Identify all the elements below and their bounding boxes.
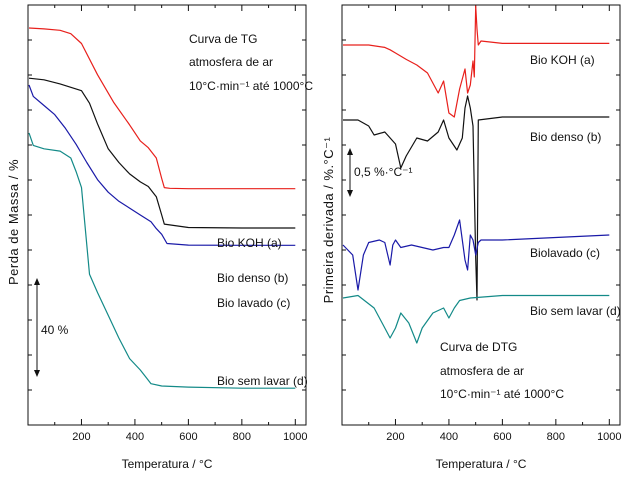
tg-x-tick-label-800: 800 — [233, 431, 251, 443]
tg-x-tick-label-600: 600 — [179, 431, 197, 443]
dtg-x-tick-label-400: 400 — [440, 431, 458, 443]
dtg-series-line-2 — [343, 95, 610, 301]
tg-series-line-4 — [28, 132, 296, 389]
tg-annotation-line-3: 10°C·min⁻¹ até 1000°C — [189, 79, 313, 93]
tg-label-bio-denso: Bio denso (b) — [217, 271, 288, 285]
dtg-series-line-4 — [342, 294, 610, 344]
dtg-label-biolavado: Biolavado (c) — [530, 246, 600, 260]
dtg-plot-frame — [341, 4, 621, 426]
tg-label-bio-lavado: Bio lavado (c) — [217, 296, 290, 310]
dtg-series — [342, 5, 610, 344]
dtg-x-tick-label-200: 200 — [386, 431, 404, 443]
tg-y-axis-label: Perda de Massa / % — [6, 159, 21, 285]
tg-scale-bar-label: 40 % — [41, 323, 69, 337]
tg-panel: 200 400 600 800 1000 40 % Curva de TG atmosf… — [6, 4, 313, 471]
dtg-scale-bar-label: 0,5 %·°C⁻¹ — [354, 165, 412, 179]
dtg-series-line-3 — [342, 219, 610, 291]
tg-label-bio-sem-lavar: Bio sem lavar (d) — [217, 374, 308, 388]
dtg-label-bio-koh: Bio KOH (a) — [530, 53, 595, 67]
tg-series-line-2 — [28, 77, 296, 229]
dtg-y-axis-label: Primeira derivada / %.°C⁻¹ — [321, 137, 336, 304]
tg-series-line-3 — [28, 84, 296, 246]
tg-x-tick-label-1000: 1000 — [283, 431, 307, 443]
tg-x-tick-label-400: 400 — [126, 431, 144, 443]
tg-series-line-1 — [28, 27, 296, 190]
tg-scale-bar — [34, 278, 40, 377]
tg-x-tick-label-200: 200 — [72, 431, 90, 443]
tg-annotation-line-1: Curva de TG — [189, 32, 257, 46]
dtg-annotation-line-1: Curva de DTG — [440, 340, 517, 354]
tg-annotation-line-2: atmosfera de ar — [189, 55, 273, 69]
dtg-x-tick-label-600: 600 — [493, 431, 511, 443]
dtg-annotation-line-2: atmosfera de ar — [440, 364, 524, 378]
dtg-scale-bar — [347, 148, 353, 197]
tg-series — [28, 27, 296, 389]
dtg-label-bio-sem-lavar: Bio sem lavar (d) — [530, 304, 621, 318]
dtg-series-line-1 — [343, 5, 610, 118]
dtg-panel: 200 400 600 800 1000 0,5 %·°C⁻¹ Curva de DTG… — [321, 4, 622, 471]
tg-label-bio-koh: Bio KOH (a) — [217, 236, 282, 250]
dtg-label-bio-denso: Bio denso (b) — [530, 130, 601, 144]
dtg-annotation-line-3: 10°C·min⁻¹ até 1000°C — [440, 387, 564, 401]
dtg-ticks: 200 400 600 800 1000 — [342, 5, 622, 443]
dtg-x-tick-label-1000: 1000 — [597, 431, 621, 443]
tg-ticks: 200 400 600 800 1000 — [28, 5, 308, 443]
dtg-x-axis-label: Temperatura / °C — [436, 457, 527, 471]
tg-x-axis-label: Temperatura / °C — [122, 457, 213, 471]
dtg-x-tick-label-800: 800 — [547, 431, 565, 443]
